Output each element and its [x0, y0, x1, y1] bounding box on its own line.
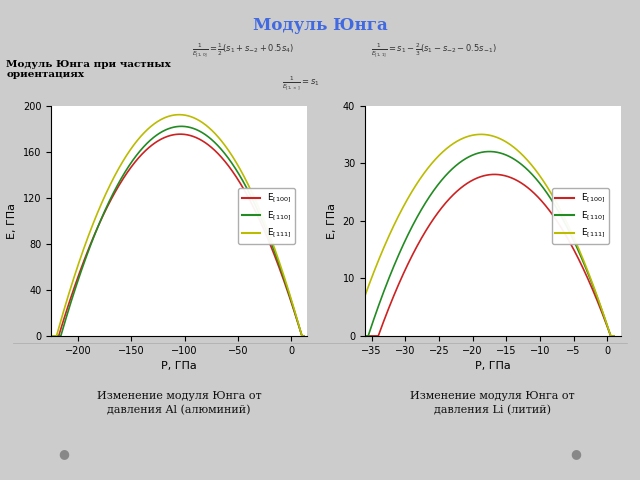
X-axis label: Р, ГПа: Р, ГПа	[475, 361, 511, 371]
X-axis label: Р, ГПа: Р, ГПа	[161, 361, 197, 371]
Text: ●: ●	[59, 447, 69, 460]
Y-axis label: Е, ГПа: Е, ГПа	[327, 203, 337, 239]
Text: $\frac{1}{E_{[1,\times]}} = s_1$: $\frac{1}{E_{[1,\times]}} = s_1$	[282, 75, 319, 93]
Text: $\frac{1}{E_{[1,0]}} = \frac{1}{2}(s_1 + s_{-2} + 0.5s_4)$: $\frac{1}{E_{[1,0]}} = \frac{1}{2}(s_1 +…	[192, 41, 294, 60]
Text: Изменение модуля Юнга от
давления Li (литий): Изменение модуля Юнга от давления Li (ли…	[410, 391, 575, 416]
Y-axis label: Е, ГПа: Е, ГПа	[8, 203, 17, 239]
Text: Модуль Юнга: Модуль Юнга	[253, 17, 387, 34]
Legend: Е$_{[100]}$, Е$_{[110]}$, Е$_{[111]}$: Е$_{[100]}$, Е$_{[110]}$, Е$_{[111]}$	[238, 188, 295, 244]
Legend: Е$_{[100]}$, Е$_{[110]}$, Е$_{[111]}$: Е$_{[100]}$, Е$_{[110]}$, Е$_{[111]}$	[552, 188, 609, 244]
Text: Изменение модуля Юнга от
давления Al (алюминий): Изменение модуля Юнга от давления Al (ал…	[97, 391, 262, 416]
Text: Модуль Юнга при частных
ориентациях: Модуль Юнга при частных ориентациях	[6, 60, 171, 79]
Text: ●: ●	[571, 447, 581, 460]
Text: $\frac{1}{E_{[1,1]}} = s_1 - \frac{2}{3}(s_{1{}} - s_{-2} - 0.5s_{-1})$: $\frac{1}{E_{[1,1]}} = s_1 - \frac{2}{3}…	[371, 41, 497, 60]
